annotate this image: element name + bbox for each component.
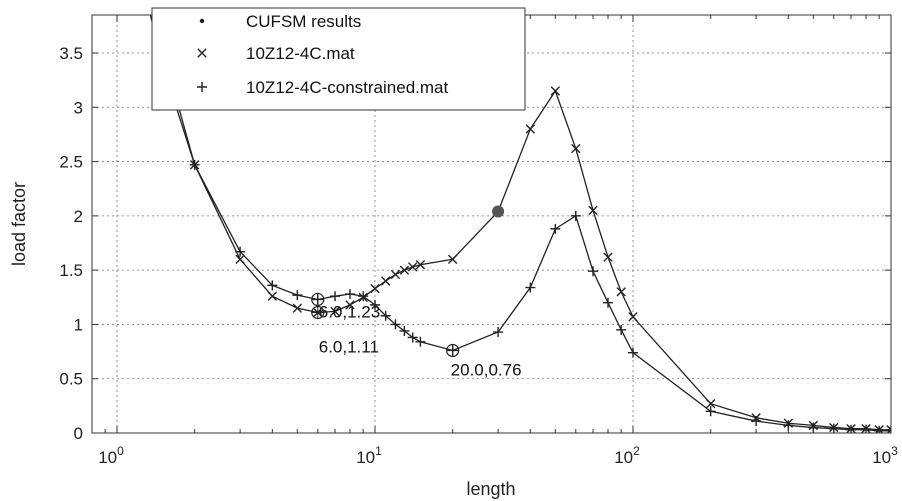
x-tick-base: 10 <box>98 448 117 467</box>
series-point <box>370 299 381 310</box>
x-tick-exponent: 1 <box>375 444 382 458</box>
series-layer <box>142 0 891 433</box>
series-point <box>399 325 410 336</box>
series-point <box>705 406 716 417</box>
tick-layer <box>91 15 892 434</box>
series-point <box>783 420 794 431</box>
series-point <box>602 297 613 308</box>
annotation-label: 6.0,1.23 <box>319 302 380 321</box>
series-point <box>550 223 561 234</box>
series-point <box>588 266 599 277</box>
series-point <box>380 310 391 321</box>
annotation-layer: 6.0,1.23 6.0,1.11 20.0,0.76 <box>311 292 522 379</box>
series-point <box>358 291 369 302</box>
highlight-point <box>492 205 505 218</box>
y-tick-label: 2 <box>74 207 83 226</box>
series-point <box>267 291 278 301</box>
legend-marker <box>197 82 207 92</box>
series-point <box>399 265 410 275</box>
series-point <box>345 300 355 310</box>
y-axis-label: load factor <box>9 182 29 266</box>
series-point <box>407 332 418 343</box>
series-point <box>525 124 536 134</box>
series-line <box>149 15 891 431</box>
series-point <box>603 252 613 262</box>
series-point <box>588 205 598 216</box>
series-point <box>390 269 401 280</box>
x-tick-exponent: 0 <box>117 444 124 458</box>
series-point <box>330 306 340 317</box>
series-point <box>616 287 626 297</box>
x-tick-label: 101 <box>356 444 382 467</box>
legend-marker <box>197 48 207 58</box>
legend-label: 10Z12-4C-constrained.mat <box>246 78 448 97</box>
grid <box>92 15 891 433</box>
series-line <box>157 15 891 432</box>
y-tick-label: 3 <box>74 98 83 117</box>
series-point <box>380 276 391 286</box>
y-tick-label: 1.5 <box>59 261 83 280</box>
series-point <box>292 303 303 313</box>
x-tick-label: 103 <box>872 444 898 467</box>
y-tick-label: 3.5 <box>59 44 83 63</box>
annotation-label: 6.0,1.11 <box>319 337 379 356</box>
series-point <box>550 86 561 96</box>
series-point <box>628 312 638 322</box>
legend: CUFSM results 10Z12-4C.mat 10Z12-4C-constr… <box>151 7 526 111</box>
series-point <box>493 327 504 338</box>
series-point <box>570 210 581 221</box>
series-point <box>189 159 200 170</box>
series-point <box>525 282 536 293</box>
series-point <box>344 289 355 300</box>
series-point <box>628 347 639 358</box>
legend-marker <box>199 18 205 24</box>
series-point <box>330 291 341 302</box>
series-point <box>150 0 160 4</box>
series-point <box>408 262 418 272</box>
series-point <box>370 283 380 294</box>
series-point <box>415 336 426 347</box>
y-tick-label: 0.5 <box>59 370 83 389</box>
series-point <box>571 143 581 154</box>
series-point <box>886 425 891 433</box>
y-tick-label: 2.5 <box>59 153 83 172</box>
series-point <box>235 254 245 264</box>
series-point <box>267 280 278 291</box>
series-point <box>142 0 150 3</box>
series-point <box>751 416 762 427</box>
legend-label: 10Z12-4C.mat <box>246 44 355 63</box>
x-tick-base: 10 <box>356 448 375 467</box>
annotation-crosshair <box>311 293 324 306</box>
x-tick-exponent: 3 <box>891 444 898 458</box>
x-tick-label: 100 <box>98 444 124 467</box>
y-tick-label: 1 <box>74 315 83 334</box>
x-axis-label: length <box>466 479 515 499</box>
x-tick-base: 10 <box>872 448 891 467</box>
series-point <box>447 254 458 264</box>
legend-label: CUFSM results <box>246 12 361 31</box>
x-tick-label: 102 <box>614 444 640 467</box>
series-point <box>415 260 426 270</box>
annotation-crosshair <box>311 306 324 319</box>
series-point <box>235 246 246 257</box>
x-tick-base: 10 <box>614 448 633 467</box>
series-point <box>390 319 401 330</box>
annotation-label: 20.0,0.76 <box>451 360 522 379</box>
series-point <box>616 324 627 335</box>
legend-box <box>151 7 526 111</box>
series-point <box>292 290 303 301</box>
annotation-crosshair <box>446 344 459 357</box>
y-tick-label: 0 <box>74 424 83 443</box>
series-point <box>705 398 716 409</box>
x-tick-exponent: 2 <box>633 444 640 458</box>
